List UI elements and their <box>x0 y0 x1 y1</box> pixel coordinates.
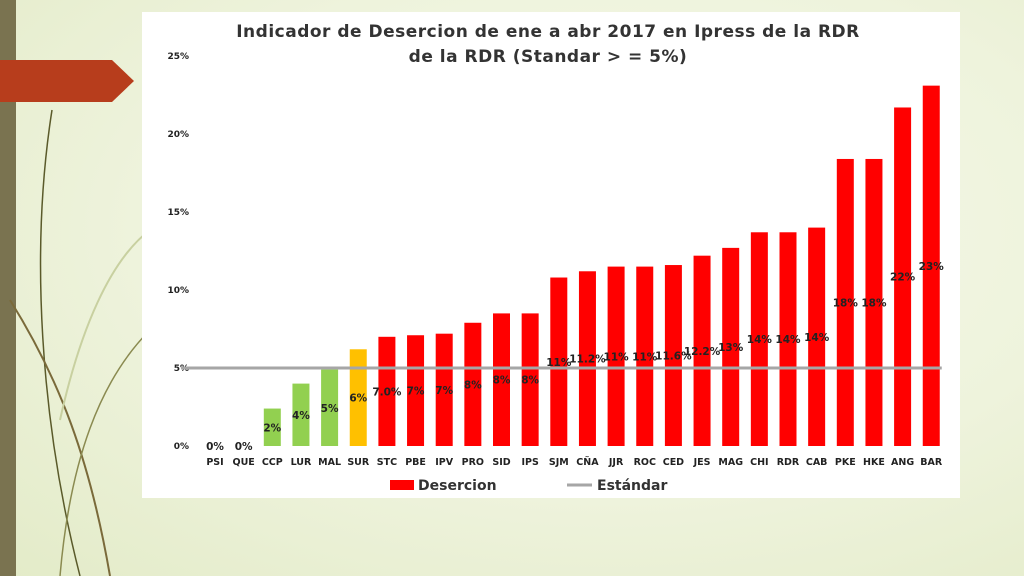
y-tick-label: 20% <box>167 130 189 140</box>
data-label-pke: 18% <box>833 297 859 309</box>
bar-sjm <box>550 277 568 446</box>
data-label-cña: 11.2% <box>569 354 606 366</box>
slide-left-bar <box>0 0 16 576</box>
bar-bar <box>922 85 940 446</box>
bar-mal <box>321 369 339 446</box>
x-tick-label: PBE <box>405 457 426 468</box>
data-label-sjm: 11% <box>546 357 572 369</box>
data-label-roc: 11% <box>632 351 658 363</box>
bar-roc <box>636 266 654 446</box>
bar-ced <box>664 265 682 446</box>
data-label-ccp: 2% <box>263 422 281 434</box>
data-label-que: 0% <box>235 441 253 453</box>
data-label-ips: 8% <box>521 375 539 387</box>
y-tick-label: 15% <box>167 208 189 218</box>
data-label-mag: 13% <box>718 342 744 354</box>
data-labels: 0% 0%2%4%5%6%7.0% 7% 7% 8% 8% 8%11%11.2%11% 11%… <box>206 261 944 453</box>
data-label-psi: 0% <box>206 441 224 453</box>
legend: Desercion Estándar <box>390 478 667 494</box>
x-tick-label: CHI <box>750 457 768 468</box>
x-tick-label: RDR <box>777 457 800 468</box>
x-tick-label: MAG <box>718 457 743 468</box>
data-label-chi: 14% <box>747 334 773 346</box>
data-label-hke: 18% <box>861 297 887 309</box>
data-label-pbe: 7% <box>407 386 425 398</box>
bar-jjr <box>607 266 625 446</box>
chart-title-line2: de la RDR (Standar > = 5%) <box>409 47 688 67</box>
x-tick-label: IPV <box>435 457 453 468</box>
bar-ccp <box>263 408 281 446</box>
y-tick-label: 25% <box>167 52 189 62</box>
legend-swatch-desercion <box>390 480 414 490</box>
x-tick-label: BAR <box>920 457 943 468</box>
x-tick-label: PRO <box>462 457 484 468</box>
chart-svg: Indicador de Desercion de ene a abr 2017… <box>167 22 944 494</box>
chart-panel: Indicador de Desercion de ene a abr 2017… <box>142 12 960 498</box>
legend-label-desercion: Desercion <box>418 478 497 494</box>
x-tick-label: LUR <box>291 457 312 468</box>
data-label-mal: 5% <box>321 403 339 415</box>
bars-group <box>263 85 940 446</box>
x-tick-label: CAB <box>806 457 828 468</box>
legend-label-estandar: Estándar <box>597 478 667 494</box>
bar-lur <box>292 383 310 446</box>
data-label-rdr: 14% <box>775 334 801 346</box>
x-tick-label: JES <box>693 457 711 468</box>
x-tick-label: ANG <box>891 457 914 468</box>
data-label-lur: 4% <box>292 410 310 422</box>
data-label-sur: 6% <box>349 393 367 405</box>
slide-accent-arrow <box>0 60 134 102</box>
bar-pbe <box>407 335 425 446</box>
x-tick-label: PSI <box>206 457 223 468</box>
bar-stc <box>378 336 396 446</box>
x-tick-label: JJR <box>608 457 624 468</box>
bar-cab <box>808 227 826 446</box>
data-label-bar: 23% <box>919 261 945 273</box>
bar-pke <box>836 158 854 446</box>
y-tick-label: 0% <box>174 442 189 452</box>
data-label-cab: 14% <box>804 332 830 344</box>
bar-cña <box>578 271 596 446</box>
bar-jes <box>693 255 711 446</box>
x-tick-label: CÑA <box>576 457 599 468</box>
bar-rdr <box>779 232 797 446</box>
x-tick-label: HKE <box>863 457 885 468</box>
bar-sur <box>349 349 367 446</box>
x-tick-label: PKE <box>835 457 856 468</box>
data-label-ang: 22% <box>890 272 916 284</box>
y-tick-label: 10% <box>167 286 189 296</box>
data-label-jjr: 11% <box>604 351 630 363</box>
bar-ang <box>894 107 912 446</box>
y-axis-ticks: 0%5%10%15%20%25% <box>167 52 189 452</box>
bar-ipv <box>435 333 453 446</box>
x-tick-label: STC <box>377 457 397 468</box>
x-tick-label: QUE <box>233 457 255 468</box>
x-tick-label: SID <box>492 457 510 468</box>
bar-mag <box>722 247 740 446</box>
data-label-jes: 12.2% <box>684 346 721 358</box>
bar-pro <box>464 322 482 446</box>
bar-hke <box>865 158 883 446</box>
x-tick-label: ROC <box>634 457 656 468</box>
x-tick-label: IPS <box>521 457 538 468</box>
data-label-ipv: 7% <box>435 385 453 397</box>
data-label-stc: 7.0% <box>372 386 402 398</box>
x-tick-label: SJM <box>549 457 569 468</box>
bar-chi <box>750 232 768 446</box>
x-tick-label: MAL <box>318 457 341 468</box>
x-tick-label: SUR <box>347 457 370 468</box>
slide-decor-lines <box>9 109 151 576</box>
data-label-ced: 11.6% <box>655 351 692 363</box>
x-tick-label: CCP <box>262 457 283 468</box>
bar-ips <box>521 313 539 446</box>
data-label-sid: 8% <box>493 375 511 387</box>
chart-title-line1: Indicador de Desercion de ene a abr 2017… <box>236 22 860 42</box>
x-tick-label: CED <box>663 457 684 468</box>
data-label-pro: 8% <box>464 379 482 391</box>
x-axis-labels: PSI QUE CCP LUR MAL SUR STC PBE IPV PRO SID IPS SJM C… <box>206 457 943 468</box>
bar-sid <box>493 313 510 446</box>
